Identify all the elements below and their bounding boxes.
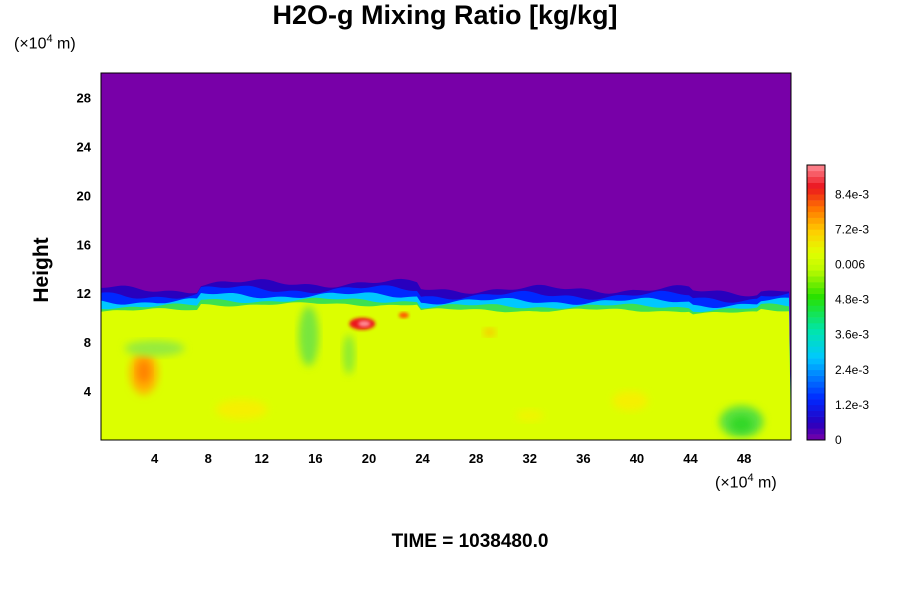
y-tick-label: 16 — [77, 237, 91, 252]
green-swirl-left — [124, 340, 185, 357]
x-tick-label: 40 — [630, 451, 644, 466]
x-tick-label: 44 — [683, 451, 698, 466]
colorbar — [806, 164, 826, 441]
colorbar-segment — [807, 346, 825, 353]
colorbar-segment — [807, 287, 825, 295]
colorbar-segment — [807, 264, 825, 271]
y-tick-label: 8 — [84, 335, 91, 350]
plot-frame — [100, 72, 792, 441]
colorbar-tick-label: 4.8e-3 — [835, 293, 869, 307]
colorbar-segment — [807, 299, 825, 306]
colorbar-segment — [807, 188, 825, 195]
colorbar-tick-labels: 0 1.2e-3 2.4e-3 3.6e-3 4.8e-3 0.006 7.2e-3 8.4e… — [835, 187, 869, 447]
colorbar-segment — [807, 422, 825, 429]
colorbar-tick-label: 1.2e-3 — [835, 398, 869, 412]
y-tick-label: 12 — [77, 286, 91, 301]
y-tick-label: 4 — [84, 384, 92, 399]
colorbar-segment — [807, 270, 825, 277]
y-tick-label: 24 — [77, 139, 92, 154]
yellow-patch-2 — [612, 390, 649, 411]
x-tick-label: 16 — [308, 451, 322, 466]
colorbar-segment — [807, 246, 825, 254]
colorbar-segment — [807, 317, 825, 324]
mixing-ratio-field — [101, 73, 791, 440]
colorbar-segment — [807, 387, 825, 394]
chart-title: H2O-g Mixing Ratio [kg/kg] — [272, 0, 618, 30]
colorbar-segment — [807, 381, 825, 388]
colorbar-segment — [807, 393, 825, 400]
y-tick-labels: 4 8 12 16 20 24 28 — [77, 90, 92, 399]
colorbar-segment — [807, 410, 825, 417]
colorbar-segment — [807, 311, 825, 318]
colorbar-segment — [807, 282, 825, 289]
y-units-label: (×104 m) — [14, 33, 76, 53]
colorbar-segment — [807, 229, 825, 236]
colorbar-segment — [807, 258, 825, 265]
colorbar-segment — [807, 305, 825, 312]
colorbar-segment — [807, 205, 825, 213]
y-tick-label: 28 — [77, 90, 91, 105]
colorbar-segment — [807, 434, 825, 441]
colorbar-segment — [807, 217, 825, 224]
colorbar-segment — [807, 363, 825, 371]
x-units-label: (×104 m) — [715, 472, 777, 492]
colorbar-segment — [807, 176, 825, 183]
colorbar-segment — [807, 170, 825, 177]
orange-spot-center — [483, 328, 496, 337]
x-tick-labels: 4 8 12 16 20 24 28 32 36 40 44 48 — [151, 451, 751, 466]
colorbar-segment — [807, 399, 825, 406]
x-tick-label: 24 — [415, 451, 430, 466]
colorbar-segment — [807, 194, 825, 201]
time-annotation: TIME = 1038480.0 — [391, 531, 549, 552]
colorbar-segment — [807, 276, 825, 283]
colorbar-tick-label: 2.4e-3 — [835, 363, 869, 377]
colorbar-segment — [807, 328, 825, 335]
colorbar-frame — [806, 164, 826, 441]
yellow-patch-1 — [215, 399, 268, 420]
colorbar-segment — [807, 293, 825, 300]
x-tick-label: 36 — [576, 451, 590, 466]
colorbar-tick-label: 3.6e-3 — [835, 328, 869, 342]
colorbar-segment — [807, 352, 825, 359]
colorbar-segment — [807, 404, 825, 412]
x-tick-label: 48 — [737, 451, 751, 466]
green-streak-2 — [342, 334, 355, 375]
colorbar-segment — [807, 211, 825, 218]
yellow-patch-3 — [515, 409, 544, 422]
colorbar-segment — [807, 252, 825, 259]
orange-eddy-core — [136, 359, 151, 384]
colorbar-segment — [807, 369, 825, 376]
green-bubble-core — [730, 416, 753, 433]
colorbar-segment — [807, 165, 825, 172]
lower-moist-layer — [101, 302, 791, 440]
colorbar-segment — [807, 334, 825, 341]
green-streak-mid — [298, 306, 319, 367]
colorbar-segment — [807, 200, 825, 207]
colorbar-tick-label: 8.4e-3 — [835, 187, 869, 201]
colorbar-segment — [807, 340, 825, 347]
colorbar-segment — [807, 358, 825, 365]
x-tick-label: 20 — [362, 451, 376, 466]
colorbar-segment — [807, 428, 825, 435]
colorbar-segment — [807, 241, 825, 248]
x-tick-label: 28 — [469, 451, 483, 466]
colorbar-segment — [807, 182, 825, 189]
colorbar-segment — [807, 223, 825, 230]
colorbar-segment — [807, 416, 825, 423]
x-tick-label: 32 — [523, 451, 537, 466]
colorbar-tick-label: 0.006 — [835, 257, 865, 271]
y-tick-label: 20 — [77, 188, 91, 203]
colorbar-segment — [807, 322, 825, 330]
x-tick-label: 8 — [205, 451, 212, 466]
x-tick-label: 4 — [151, 451, 159, 466]
colorbar-tick-label: 0 — [835, 433, 842, 447]
x-tick-label: 12 — [255, 451, 269, 466]
colorbar-segment — [807, 235, 825, 242]
colorbar-tick-label: 7.2e-3 — [835, 222, 869, 236]
colorbar-segment — [807, 375, 825, 382]
pink-max-core — [358, 320, 371, 327]
red-spot-2 — [398, 312, 409, 319]
